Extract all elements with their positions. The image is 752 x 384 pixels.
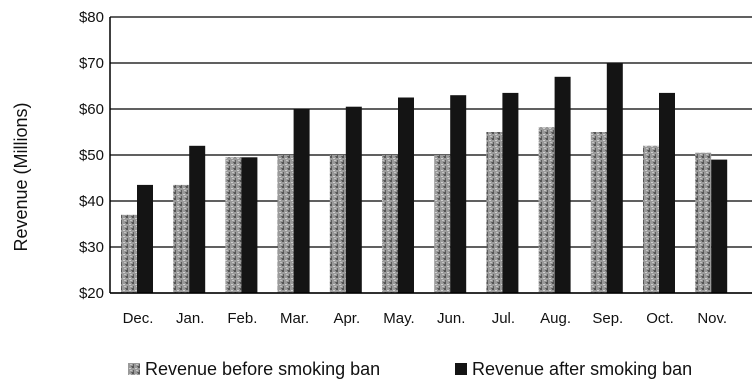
y-tick-label: $70 (79, 55, 104, 72)
y-tick-label: $40 (79, 193, 104, 210)
bar-before-ban (329, 155, 346, 293)
y-axis-title: Revenue (Millions) (11, 102, 31, 251)
y-tick-label: $30 (79, 239, 104, 256)
bar-after-ban (606, 63, 623, 293)
x-tick-label: Oct. (646, 310, 674, 327)
x-tick-label: Jan. (176, 310, 204, 327)
bar-before-ban (695, 152, 712, 293)
x-tick-label: Feb. (227, 310, 257, 327)
x-tick-label: Dec. (123, 310, 154, 327)
bar-before-ban (538, 127, 555, 294)
gridlines (110, 16, 752, 294)
legend-label: Revenue before smoking ban (145, 359, 380, 379)
bar-before-ban (121, 214, 137, 293)
bar-after-ban (345, 106, 362, 293)
legend-label: Revenue after smoking ban (472, 359, 692, 379)
bar-after-ban (189, 145, 206, 293)
bar-after-ban (398, 97, 414, 293)
bar-before-ban (225, 157, 242, 293)
legend-swatch (455, 363, 467, 375)
bar-before-ban (590, 132, 607, 293)
bar-after-ban (502, 92, 519, 294)
bar-after-ban (659, 92, 675, 294)
bar-after-ban (293, 109, 310, 293)
bar-before-ban (643, 145, 659, 293)
bar-after-ban (554, 76, 571, 293)
axes (109, 17, 752, 294)
y-tick-label: $20 (79, 285, 104, 302)
bar-before-ban (382, 155, 398, 293)
bars (121, 63, 728, 294)
x-tick-label: Aug. (540, 310, 571, 327)
y-tick-label: $50 (79, 147, 104, 164)
x-tick-label: Sep. (592, 310, 623, 327)
bar-before-ban (486, 132, 503, 293)
bar-after-ban (137, 184, 153, 293)
bar-before-ban (434, 155, 451, 293)
bar-after-ban (450, 95, 467, 293)
x-tick-label: Jun. (437, 310, 465, 327)
bar-after-ban (241, 157, 258, 293)
y-tick-label: $60 (79, 101, 104, 118)
x-tick-label: Apr. (333, 310, 360, 327)
bar-after-ban (711, 159, 728, 293)
x-tick-label: May. (383, 310, 414, 327)
bar-before-ban (277, 155, 294, 293)
legend: Revenue before smoking ban Revenue after … (128, 359, 692, 379)
bar-before-ban (173, 184, 190, 293)
x-tick-label: Mar. (280, 310, 309, 327)
x-tick-label: Jul. (492, 310, 515, 327)
legend-swatch (128, 363, 140, 375)
y-tick-labels: $20 $30 $40 $50 $60 $70 $80 (79, 9, 104, 302)
x-tick-labels: Dec. Jan. Feb. Mar. Apr. May. Jun. Jul. Aug. Sep.… (123, 310, 727, 327)
y-tick-label: $80 (79, 9, 104, 26)
x-tick-label: Nov. (697, 310, 727, 327)
